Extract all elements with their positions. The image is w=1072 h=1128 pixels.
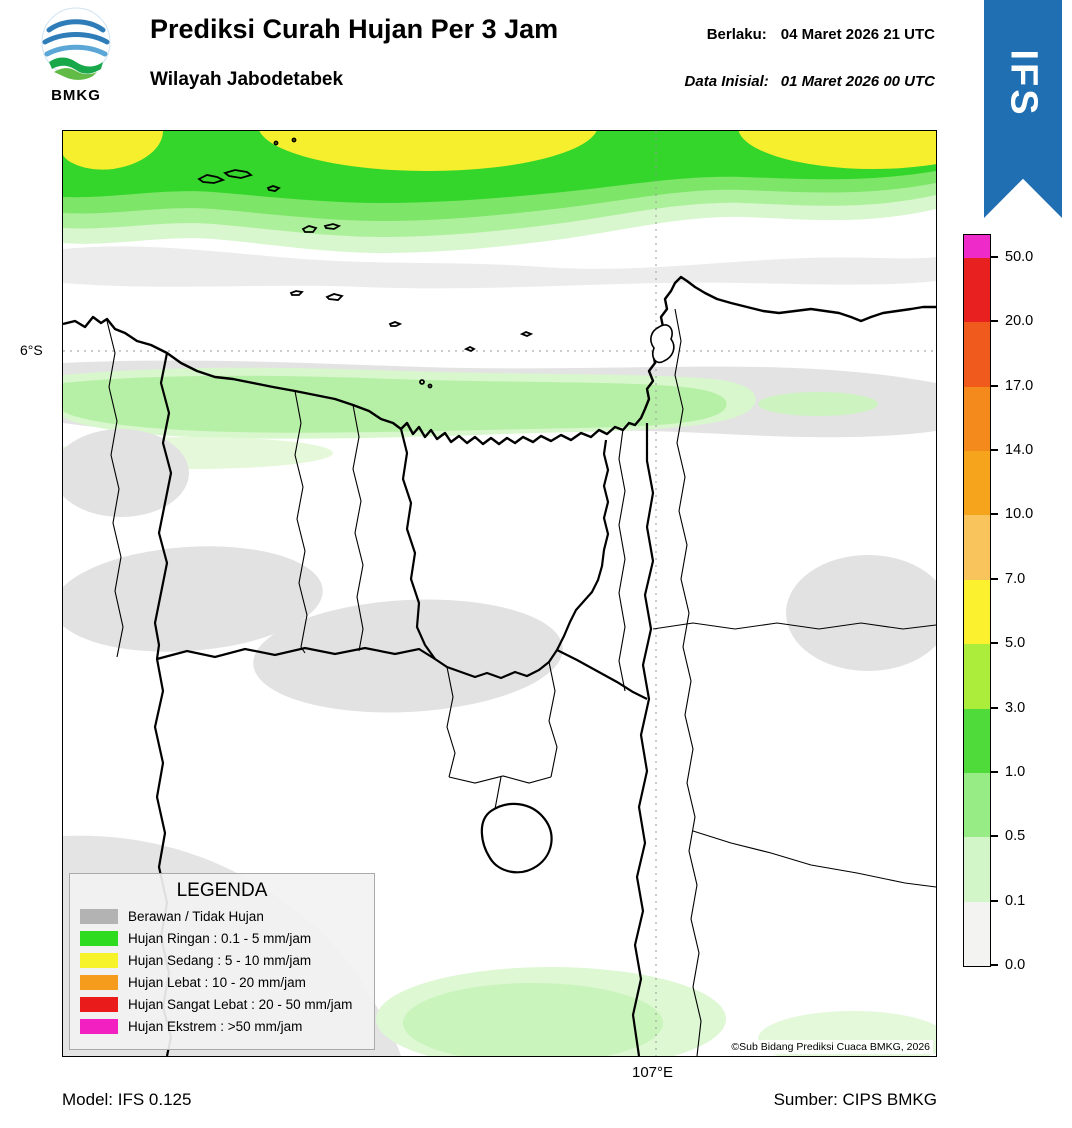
legend-items: Berawan / Tidak Hujan Hujan Ringan : 0.1 … xyxy=(80,909,364,1034)
legend-item-label: Hujan Sedang : 5 - 10 mm/jam xyxy=(128,953,312,968)
legend-swatch xyxy=(80,1019,118,1034)
legend-item-label: Berawan / Tidak Hujan xyxy=(128,909,264,924)
district-boundaries xyxy=(106,308,936,1056)
colorbar-tick-label: 0.5 xyxy=(1005,828,1026,845)
colorbar-segment xyxy=(964,708,990,773)
colorbar-tick xyxy=(991,513,998,516)
legend-item: Hujan Ringan : 0.1 - 5 mm/jam xyxy=(80,931,364,946)
coastline xyxy=(63,275,936,446)
latitude-label: 6°S xyxy=(20,342,43,358)
bmkg-logo-icon xyxy=(41,7,111,80)
colorbar-tick xyxy=(991,449,998,452)
colorbar-tick-label: 0.0 xyxy=(1005,957,1026,973)
legend-swatch xyxy=(80,997,118,1012)
colorbar-tick-label: 0.1 xyxy=(1005,892,1026,909)
colorbar-tick-label: 17.0 xyxy=(1005,377,1034,394)
model-ribbon: IFS xyxy=(984,0,1062,218)
colorbar-tick-label: 7.0 xyxy=(1005,570,1026,587)
legend-item: Hujan Lebat : 10 - 20 mm/jam xyxy=(80,975,364,990)
colorbar-segment xyxy=(964,386,990,452)
colorbar-segment xyxy=(964,644,990,709)
colorbar-tick xyxy=(991,384,998,387)
colorbar-segment xyxy=(964,322,990,387)
initial-time-line: Data Inisial: 01 Maret 2026 00 UTC xyxy=(685,73,935,90)
copyright-text: ©Sub Bidang Prediksi Cuaca BMKG, 2026 xyxy=(728,1040,933,1054)
colorbar-segment xyxy=(964,515,990,580)
colorbar-tick-label: 20.0 xyxy=(1005,313,1034,330)
colorbar-tick xyxy=(991,835,998,838)
colorbar-tick-label: 1.0 xyxy=(1005,763,1026,780)
colorbar-segment xyxy=(964,451,990,516)
initial-value: 01 Maret 2026 00 UTC xyxy=(780,73,935,90)
validity-block: Berlaku: 04 Maret 2026 21 UTC Data Inisia… xyxy=(685,26,935,90)
colorbar-segment xyxy=(964,901,990,966)
colorbar: 50.0 20.0 17.0 14.0 10.0 7.0 5.0 3.0 1.0 0.5 0.1 0.… xyxy=(963,234,1072,979)
colorbar-segment xyxy=(964,258,990,323)
legend-item: Hujan Ekstrem : >50 mm/jam xyxy=(80,1019,364,1034)
valid-value: 04 Maret 2026 21 UTC xyxy=(780,26,935,43)
colorbar-tick xyxy=(991,642,998,645)
valid-time-line: Berlaku: 04 Maret 2026 21 UTC xyxy=(685,26,935,43)
source-info: Sumber: CIPS BMKG xyxy=(773,1090,937,1109)
legend-item: Hujan Sedang : 5 - 10 mm/jam xyxy=(80,953,364,968)
legend-swatch xyxy=(80,953,118,968)
rainfall-map xyxy=(63,131,936,1056)
map-legend: LEGENDA Berawan / Tidak Hujan Hujan Ringa… xyxy=(69,873,375,1050)
model-ribbon-label: IFS xyxy=(1002,49,1045,118)
legend-item-label: Hujan Ekstrem : >50 mm/jam xyxy=(128,1019,303,1034)
colorbar-tick xyxy=(991,706,998,709)
colorbar-bar xyxy=(963,234,991,967)
valid-label: Berlaku: xyxy=(706,26,767,43)
colorbar-tick xyxy=(991,577,998,580)
coastal-lagoon xyxy=(650,324,675,364)
legend-item: Berawan / Tidak Hujan xyxy=(80,909,364,924)
legend-swatch xyxy=(80,909,118,924)
colorbar-tick xyxy=(991,320,998,323)
legend-swatch xyxy=(80,931,118,946)
colorbar-tick xyxy=(991,770,998,773)
legend-item-label: Hujan Lebat : 10 - 20 mm/jam xyxy=(128,975,306,990)
legend-item: Hujan Sangat Lebat : 20 - 50 mm/jam xyxy=(80,997,364,1012)
model-info: Model: IFS 0.125 xyxy=(62,1090,192,1109)
colorbar-segment xyxy=(964,772,990,838)
colorbar-tick xyxy=(991,256,998,258)
islands-group xyxy=(197,137,534,389)
map-canvas: LEGENDA Berawan / Tidak Hujan Hujan Ringa… xyxy=(62,130,937,1057)
colorbar-segment xyxy=(964,235,990,258)
legend-title: LEGENDA xyxy=(176,880,268,901)
colorbar-tick-label: 5.0 xyxy=(1005,635,1026,652)
initial-label: Data Inisial: xyxy=(684,73,769,90)
longitude-label: 107°E xyxy=(632,1064,674,1081)
legend-item-label: Hujan Sangat Lebat : 20 - 50 mm/jam xyxy=(128,997,353,1012)
bmkg-logo-text: BMKG xyxy=(51,87,101,104)
colorbar-tick xyxy=(991,899,998,902)
page-subtitle: Wilayah Jabodetabek xyxy=(150,69,344,90)
colorbar-tick xyxy=(991,964,998,966)
page-title: Prediksi Curah Hujan Per 3 Jam xyxy=(150,14,559,44)
colorbar-segment xyxy=(964,837,990,902)
colorbar-tick-label: 50.0 xyxy=(1005,249,1034,265)
legend-item-label: Hujan Ringan : 0.1 - 5 mm/jam xyxy=(128,931,312,946)
legend-swatch xyxy=(80,975,118,990)
colorbar-segment xyxy=(964,579,990,645)
colorbar-tick-label: 14.0 xyxy=(1005,442,1034,459)
colorbar-tick-label: 10.0 xyxy=(1005,506,1034,523)
bmkg-logo: BMKG xyxy=(34,6,118,104)
colorbar-tick-label: 3.0 xyxy=(1005,699,1026,716)
